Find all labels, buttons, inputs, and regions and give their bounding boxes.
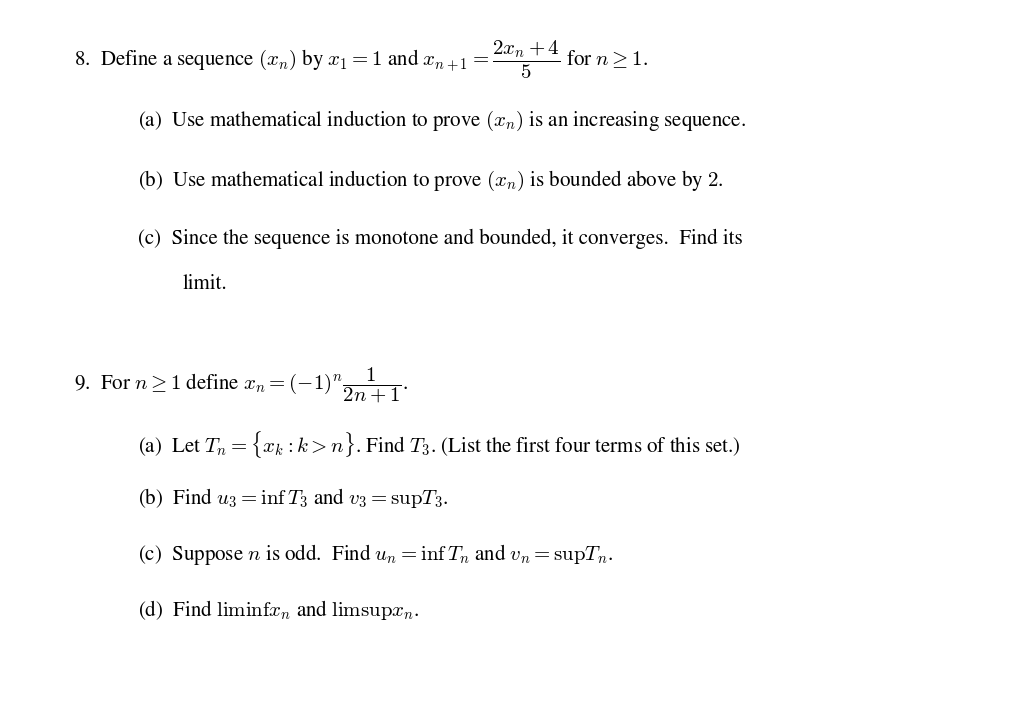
Text: (a)  Let $T_n = \{x_k : k > n\}$. Find $T_3$. (List the first four terms of this: (a) Let $T_n = \{x_k : k > n\}$. Find $T… (138, 429, 741, 460)
Text: (c)  Since the sequence is monotone and bounded, it converges.  Find its: (c) Since the sequence is monotone and b… (138, 229, 743, 249)
Text: limit.: limit. (182, 275, 227, 294)
Text: (b)  Use mathematical induction to prove $(x_n)$ is bounded above by $2$.: (b) Use mathematical induction to prove … (138, 169, 724, 193)
Text: (c)  Suppose $n$ is odd.  Find $u_n = \inf T_n$ and $v_n = \sup T_n$.: (c) Suppose $n$ is odd. Find $u_n = \inf… (138, 542, 613, 567)
Text: 9.  For $n \geq 1$ define $x_n = (-1)^n\dfrac{1}{2n+1}$.: 9. For $n \geq 1$ define $x_n = (-1)^n\d… (74, 366, 408, 406)
Text: (b)  Find $u_3 = \inf T_3$ and $v_3 = \sup T_3$.: (b) Find $u_3 = \inf T_3$ and $v_3 = \su… (138, 486, 449, 510)
Text: (a)  Use mathematical induction to prove $(x_n)$ is an increasing sequence.: (a) Use mathematical induction to prove … (138, 109, 746, 133)
Text: (d)  Find $\liminf x_n$ and $\limsup x_n$.: (d) Find $\liminf x_n$ and $\limsup x_n$… (138, 598, 420, 622)
Text: 8.  Define a sequence $(x_n)$ by $x_1 = 1$ and $x_{n+1} = \dfrac{2x_n + 4}{5}$ f: 8. Define a sequence $(x_n)$ by $x_1 = 1… (74, 39, 648, 81)
